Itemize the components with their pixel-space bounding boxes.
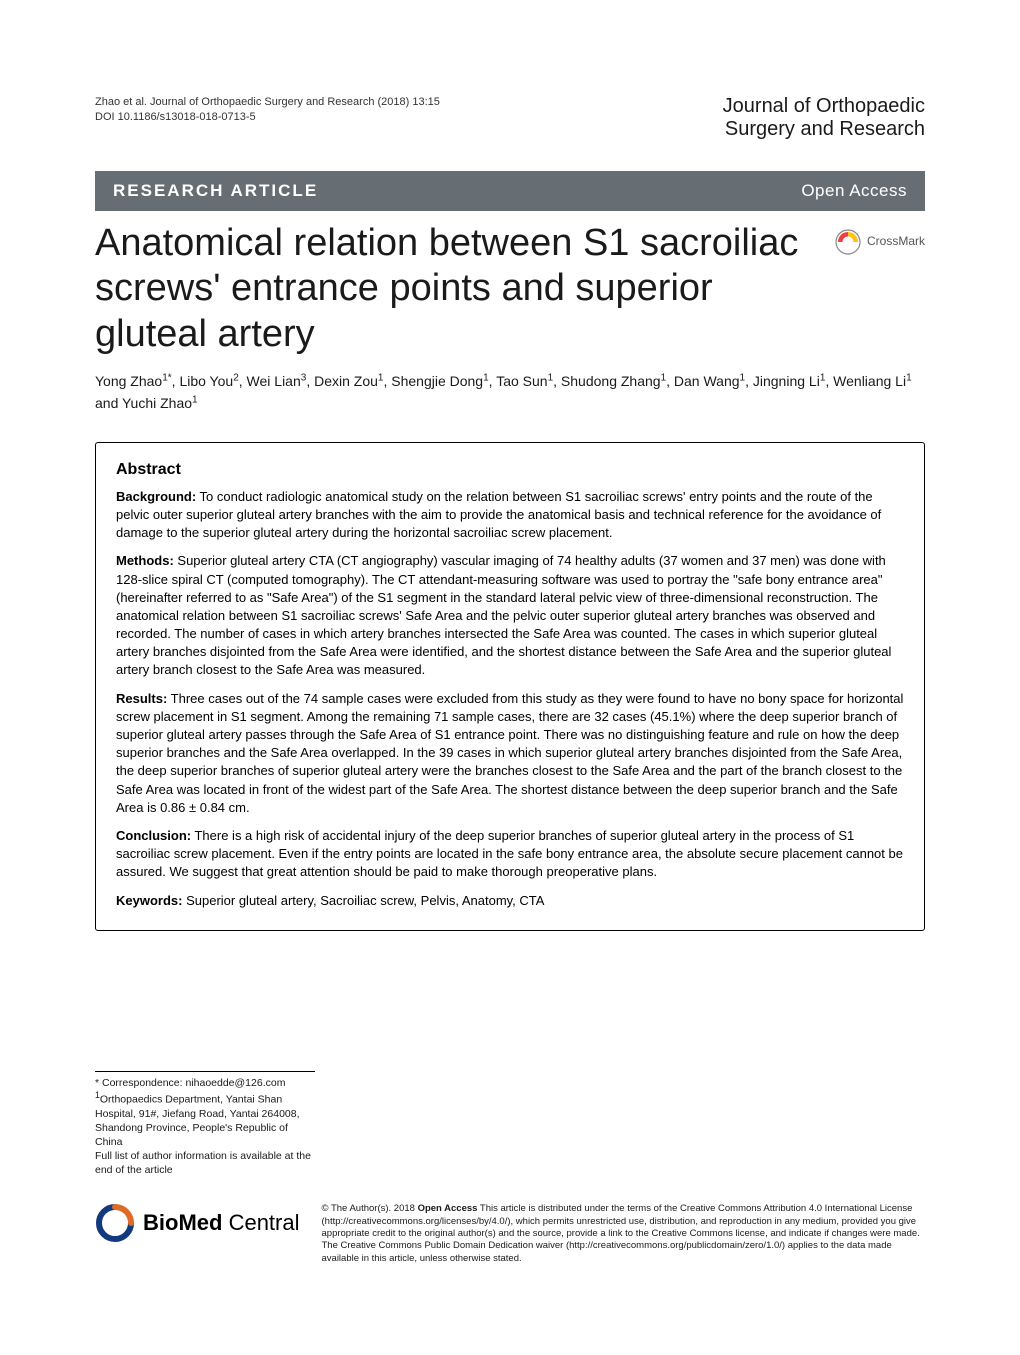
correspondence-footer: * Correspondence: nihaoedde@126.com 1Ort…: [95, 1071, 315, 1178]
background-label: Background:: [116, 489, 196, 504]
open-access-label: Open Access: [418, 1203, 478, 1214]
biomed-central-logo: BioMed Central: [95, 1203, 300, 1243]
banner-left: RESEARCH ARTICLE: [113, 179, 318, 203]
conclusion-label: Conclusion:: [116, 828, 191, 843]
keywords-label: Keywords:: [116, 893, 182, 908]
correspondence-line: * Correspondence: nihaoedde@126.com: [95, 1076, 315, 1090]
crossmark-icon: [835, 229, 861, 255]
citation-block: Zhao et al. Journal of Orthopaedic Surge…: [95, 95, 440, 126]
results-label: Results:: [116, 691, 167, 706]
doi-line: DOI 10.1186/s13018-018-0713-5: [95, 110, 440, 125]
fulllist-line: Full list of author information is avail…: [95, 1149, 315, 1177]
abstract-results: Results: Three cases out of the 74 sampl…: [116, 690, 904, 817]
crossmark-badge[interactable]: CrossMark: [835, 229, 925, 255]
abstract-box: Abstract Background: To conduct radiolog…: [95, 442, 925, 930]
article-type-banner: RESEARCH ARTICLE Open Access: [95, 171, 925, 211]
abstract-methods: Methods: Superior gluteal artery CTA (CT…: [116, 552, 904, 679]
article-title: Anatomical relation between S1 sacroilia…: [95, 221, 817, 358]
abstract-keywords: Keywords: Superior gluteal artery, Sacro…: [116, 892, 904, 910]
license-prefix: © The Author(s). 2018: [322, 1203, 418, 1214]
conclusion-text: There is a high risk of accidental injur…: [116, 828, 903, 879]
background-text: To conduct radiologic anatomical study o…: [116, 489, 881, 540]
banner-right: Open Access: [801, 179, 907, 203]
logo-central: Central: [222, 1210, 299, 1235]
license-row: BioMed Central © The Author(s). 2018 Ope…: [95, 1203, 925, 1265]
license-text: © The Author(s). 2018 Open Access This a…: [322, 1203, 926, 1265]
methods-text: Superior gluteal artery CTA (CT angiogra…: [116, 553, 891, 677]
bmc-swirl-icon: [95, 1203, 135, 1243]
logo-bio: Bio: [143, 1210, 178, 1235]
authors-list: Yong Zhao1*, Libo You2, Wei Lian3, Dexin…: [95, 370, 925, 415]
journal-line2: Surgery and Research: [723, 118, 925, 141]
abstract-background: Background: To conduct radiologic anatom…: [116, 488, 904, 543]
crossmark-label: CrossMark: [867, 233, 925, 250]
abstract-heading: Abstract: [116, 459, 904, 481]
journal-line1: Journal of Orthopaedic: [723, 95, 925, 118]
journal-name: Journal of Orthopaedic Surgery and Resea…: [723, 95, 925, 141]
abstract-conclusion: Conclusion: There is a high risk of acci…: [116, 827, 904, 882]
logo-med: Med: [178, 1210, 222, 1235]
results-text: Three cases out of the 74 sample cases w…: [116, 691, 903, 815]
methods-label: Methods:: [116, 553, 174, 568]
page-header: Zhao et al. Journal of Orthopaedic Surge…: [95, 95, 925, 141]
title-row: Anatomical relation between S1 sacroilia…: [95, 221, 925, 370]
keywords-text: Superior gluteal artery, Sacroiliac scre…: [182, 893, 544, 908]
affiliation-line: 1Orthopaedics Department, Yantai Shan Ho…: [95, 1090, 315, 1149]
citation-line: Zhao et al. Journal of Orthopaedic Surge…: [95, 95, 440, 110]
